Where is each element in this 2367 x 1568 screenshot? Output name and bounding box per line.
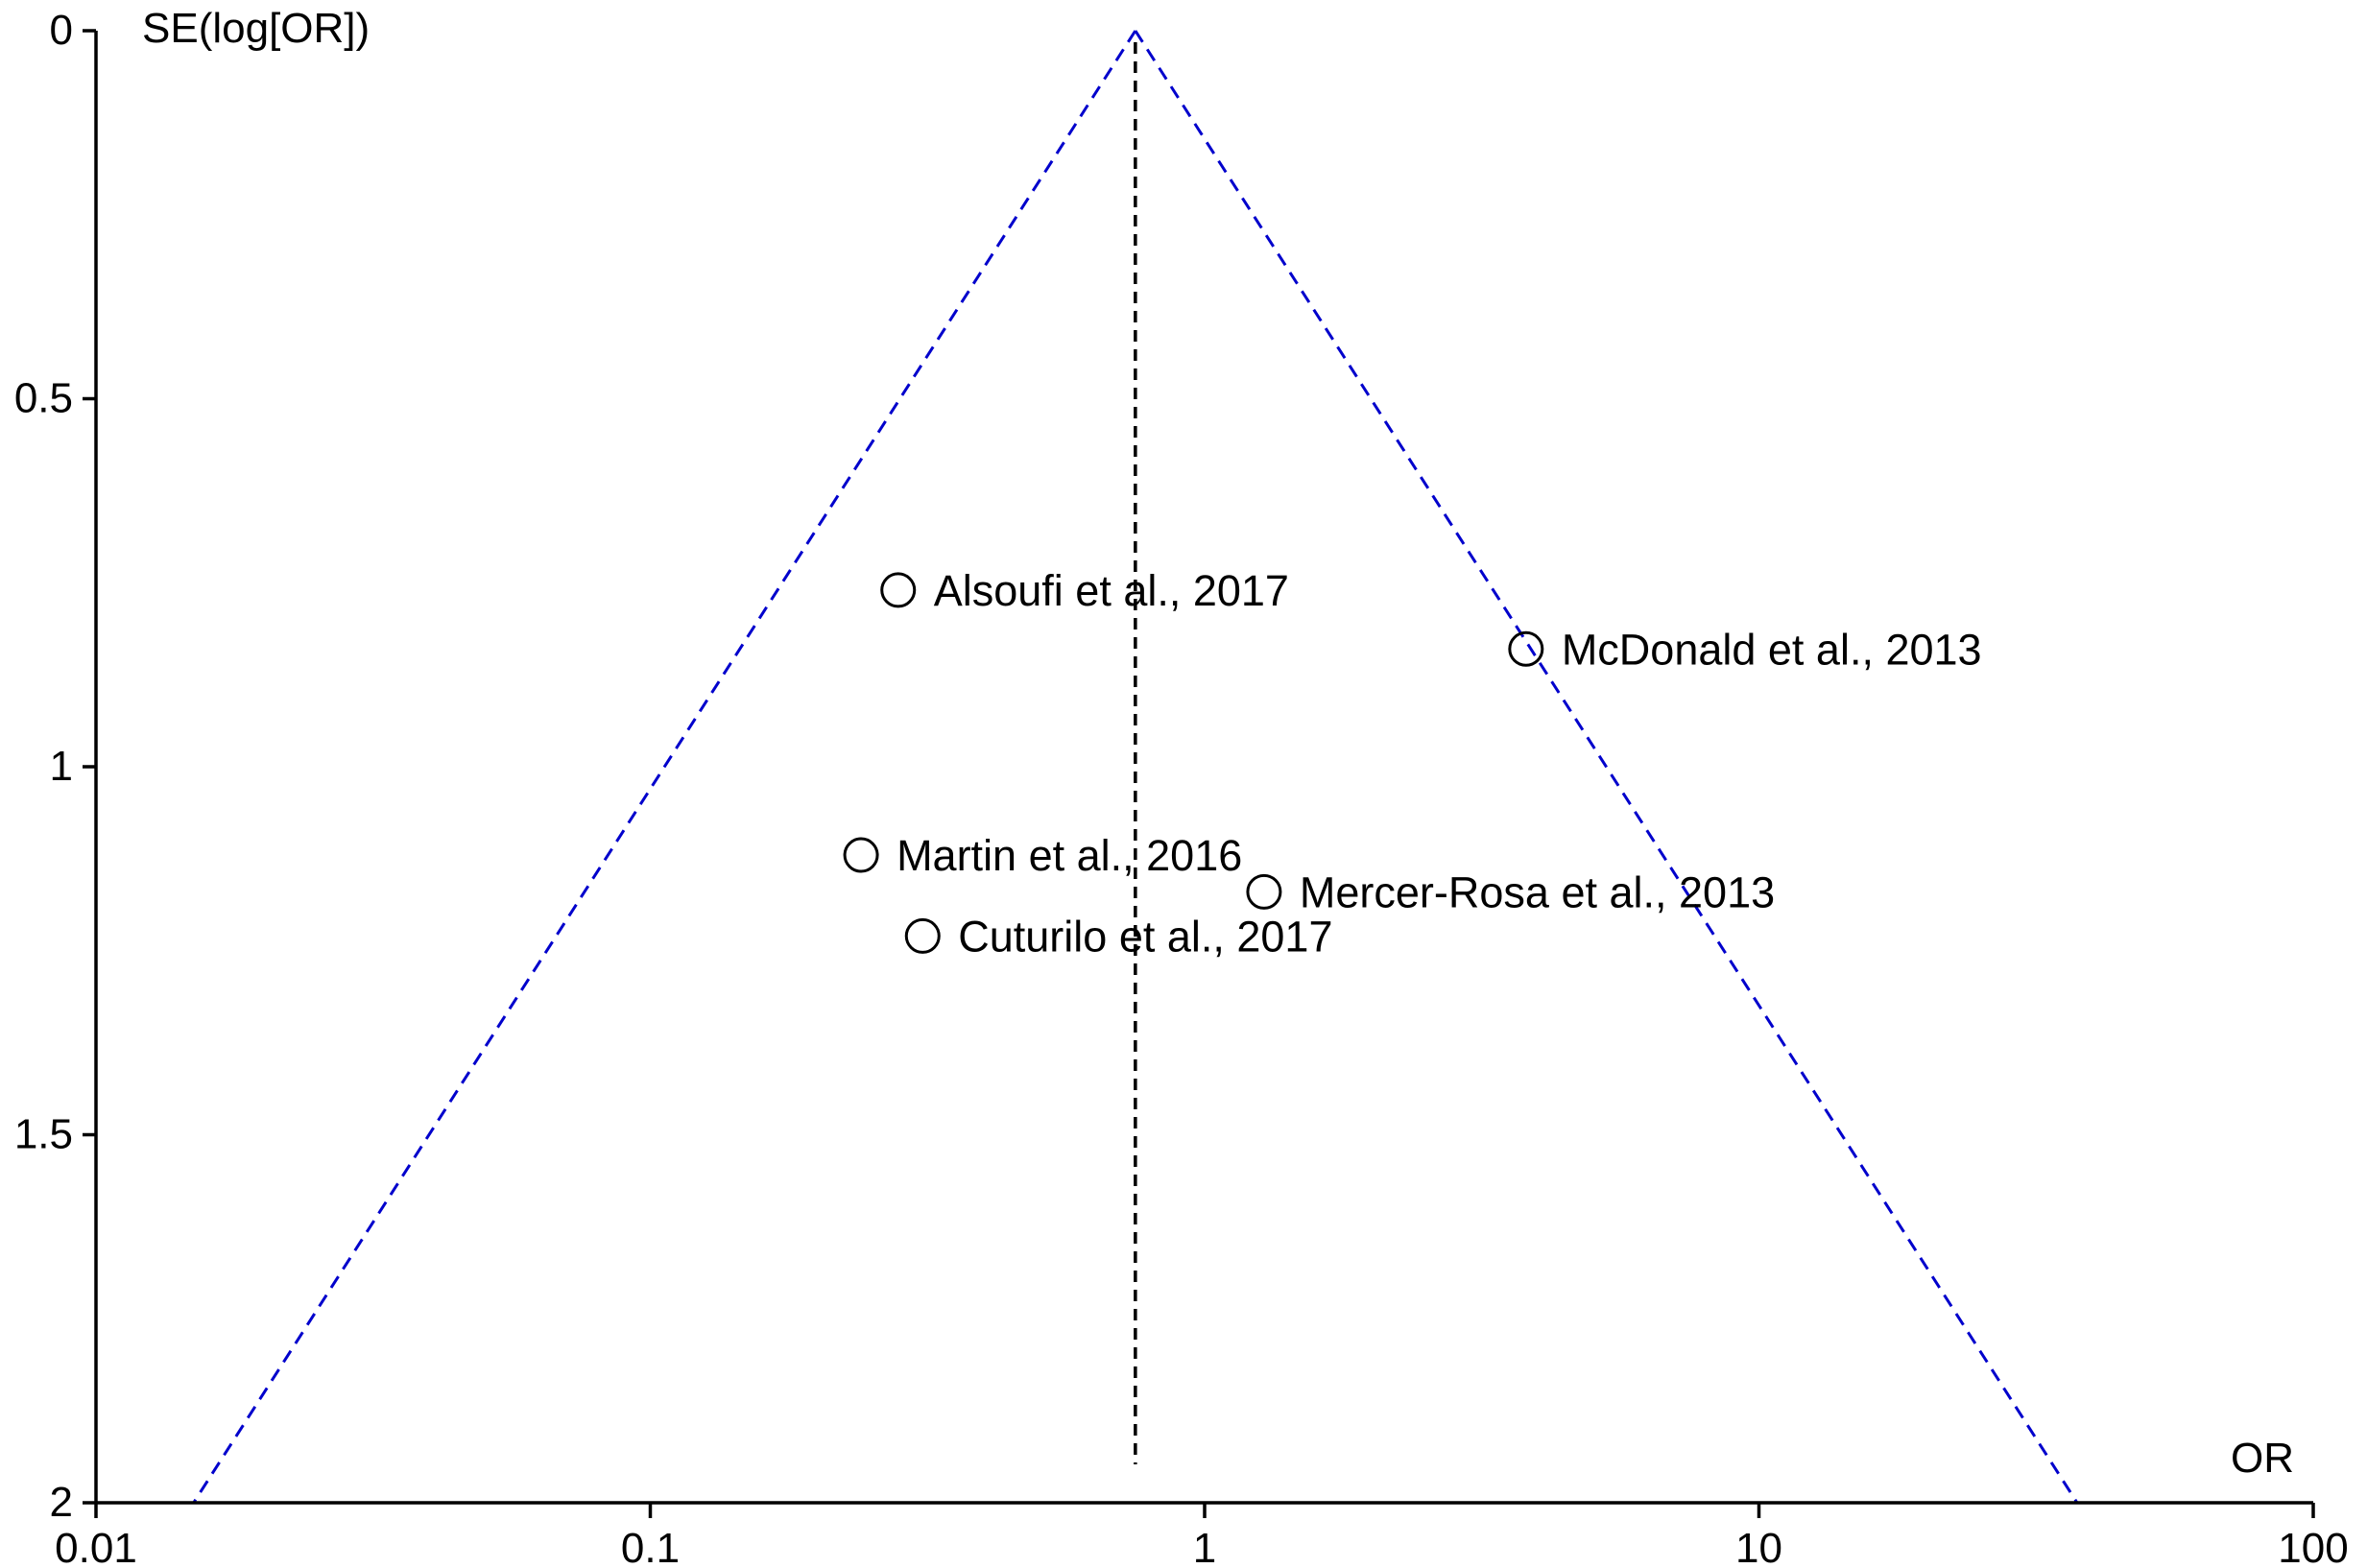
y-tick-label: 0.5	[14, 375, 73, 422]
funnel-right-boundary	[1134, 30, 2079, 1504]
y-tick-label: 1.5	[14, 1111, 73, 1158]
axes: 0 0.5 1 1.5 2 0.01 0.1 1 10 100 SE(log[OR]) OR	[14, 5, 2349, 1568]
study-points: Alsoufi et al., 2017 McDonald et al., 201…	[843, 566, 1982, 961]
x-tick-label: 1	[1193, 1525, 1216, 1568]
x-tick-label: 0.01	[55, 1525, 137, 1568]
x-axis-title: OR	[2231, 1435, 2294, 1482]
x-tick-label: 10	[1735, 1525, 1782, 1568]
funnel-lines	[192, 30, 2079, 1504]
y-axis-title: SE(log[OR])	[142, 5, 370, 52]
study-point	[1246, 873, 1282, 910]
study-label: Cuturilo et al., 2017	[958, 912, 1332, 961]
y-tick-label: 1	[50, 743, 73, 790]
y-tick-label: 2	[50, 1479, 73, 1526]
study-label: Alsoufi et al., 2017	[934, 566, 1289, 615]
y-tick-label: 0	[50, 7, 73, 54]
x-tick-label: 100	[2278, 1525, 2348, 1568]
study-point	[904, 917, 941, 954]
x-axis-ticks: 0.01 0.1 1 10 100	[55, 1503, 2349, 1568]
study-point	[843, 837, 879, 873]
study-point	[880, 572, 917, 608]
study-point	[1508, 630, 1544, 667]
funnel-left-boundary	[192, 30, 1137, 1504]
study-label: Mercer-Rosa et al., 2013	[1300, 867, 1775, 916]
study-label: McDonald et al., 2013	[1562, 625, 1982, 674]
x-tick-label: 0.1	[621, 1525, 680, 1568]
study-label: Martin et al., 2016	[897, 831, 1242, 880]
y-axis-ticks: 0 0.5 1 1.5 2	[14, 7, 96, 1526]
